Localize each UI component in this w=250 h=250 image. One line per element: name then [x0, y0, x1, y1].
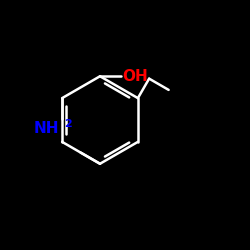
- Text: 2: 2: [64, 119, 72, 129]
- Text: NH: NH: [34, 121, 60, 136]
- Text: OH: OH: [122, 69, 148, 84]
